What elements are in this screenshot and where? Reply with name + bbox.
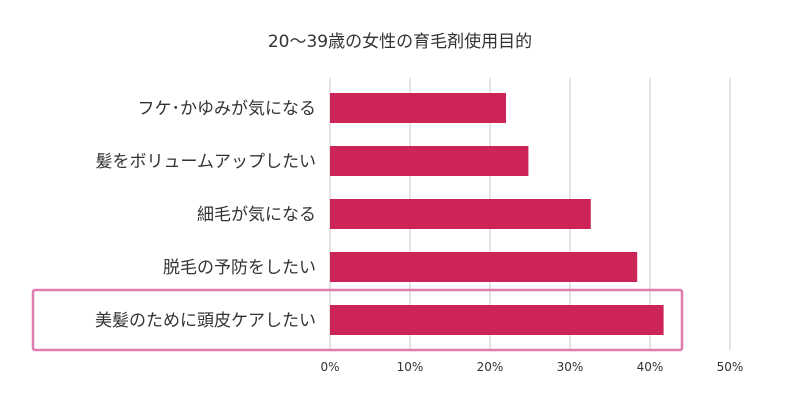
x-tick-label: 50% <box>717 360 744 374</box>
category-label: 細毛が気になる <box>197 205 316 225</box>
x-tick-label: 0% <box>320 360 339 374</box>
x-tick-label: 20% <box>477 360 504 374</box>
bar <box>330 146 529 176</box>
bar <box>330 252 638 282</box>
bar <box>330 199 591 229</box>
x-tick-label: 30% <box>557 360 584 374</box>
category-label: フケ･かゆみが気になる <box>138 99 317 119</box>
highlight-frame <box>31 288 684 352</box>
category-label: 髪をボリュームアップしたい <box>96 152 317 172</box>
category-label: 脱毛の予防をしたい <box>163 258 316 278</box>
bar <box>330 305 664 335</box>
x-tick-label: 40% <box>637 360 664 374</box>
chart-title: 20～39歳の女性の育毛剤使用目的 <box>268 31 532 52</box>
x-tick-label: 10% <box>397 360 424 374</box>
bar <box>330 93 506 123</box>
category-label: 美髪のために頭皮ケアしたい <box>95 311 316 331</box>
